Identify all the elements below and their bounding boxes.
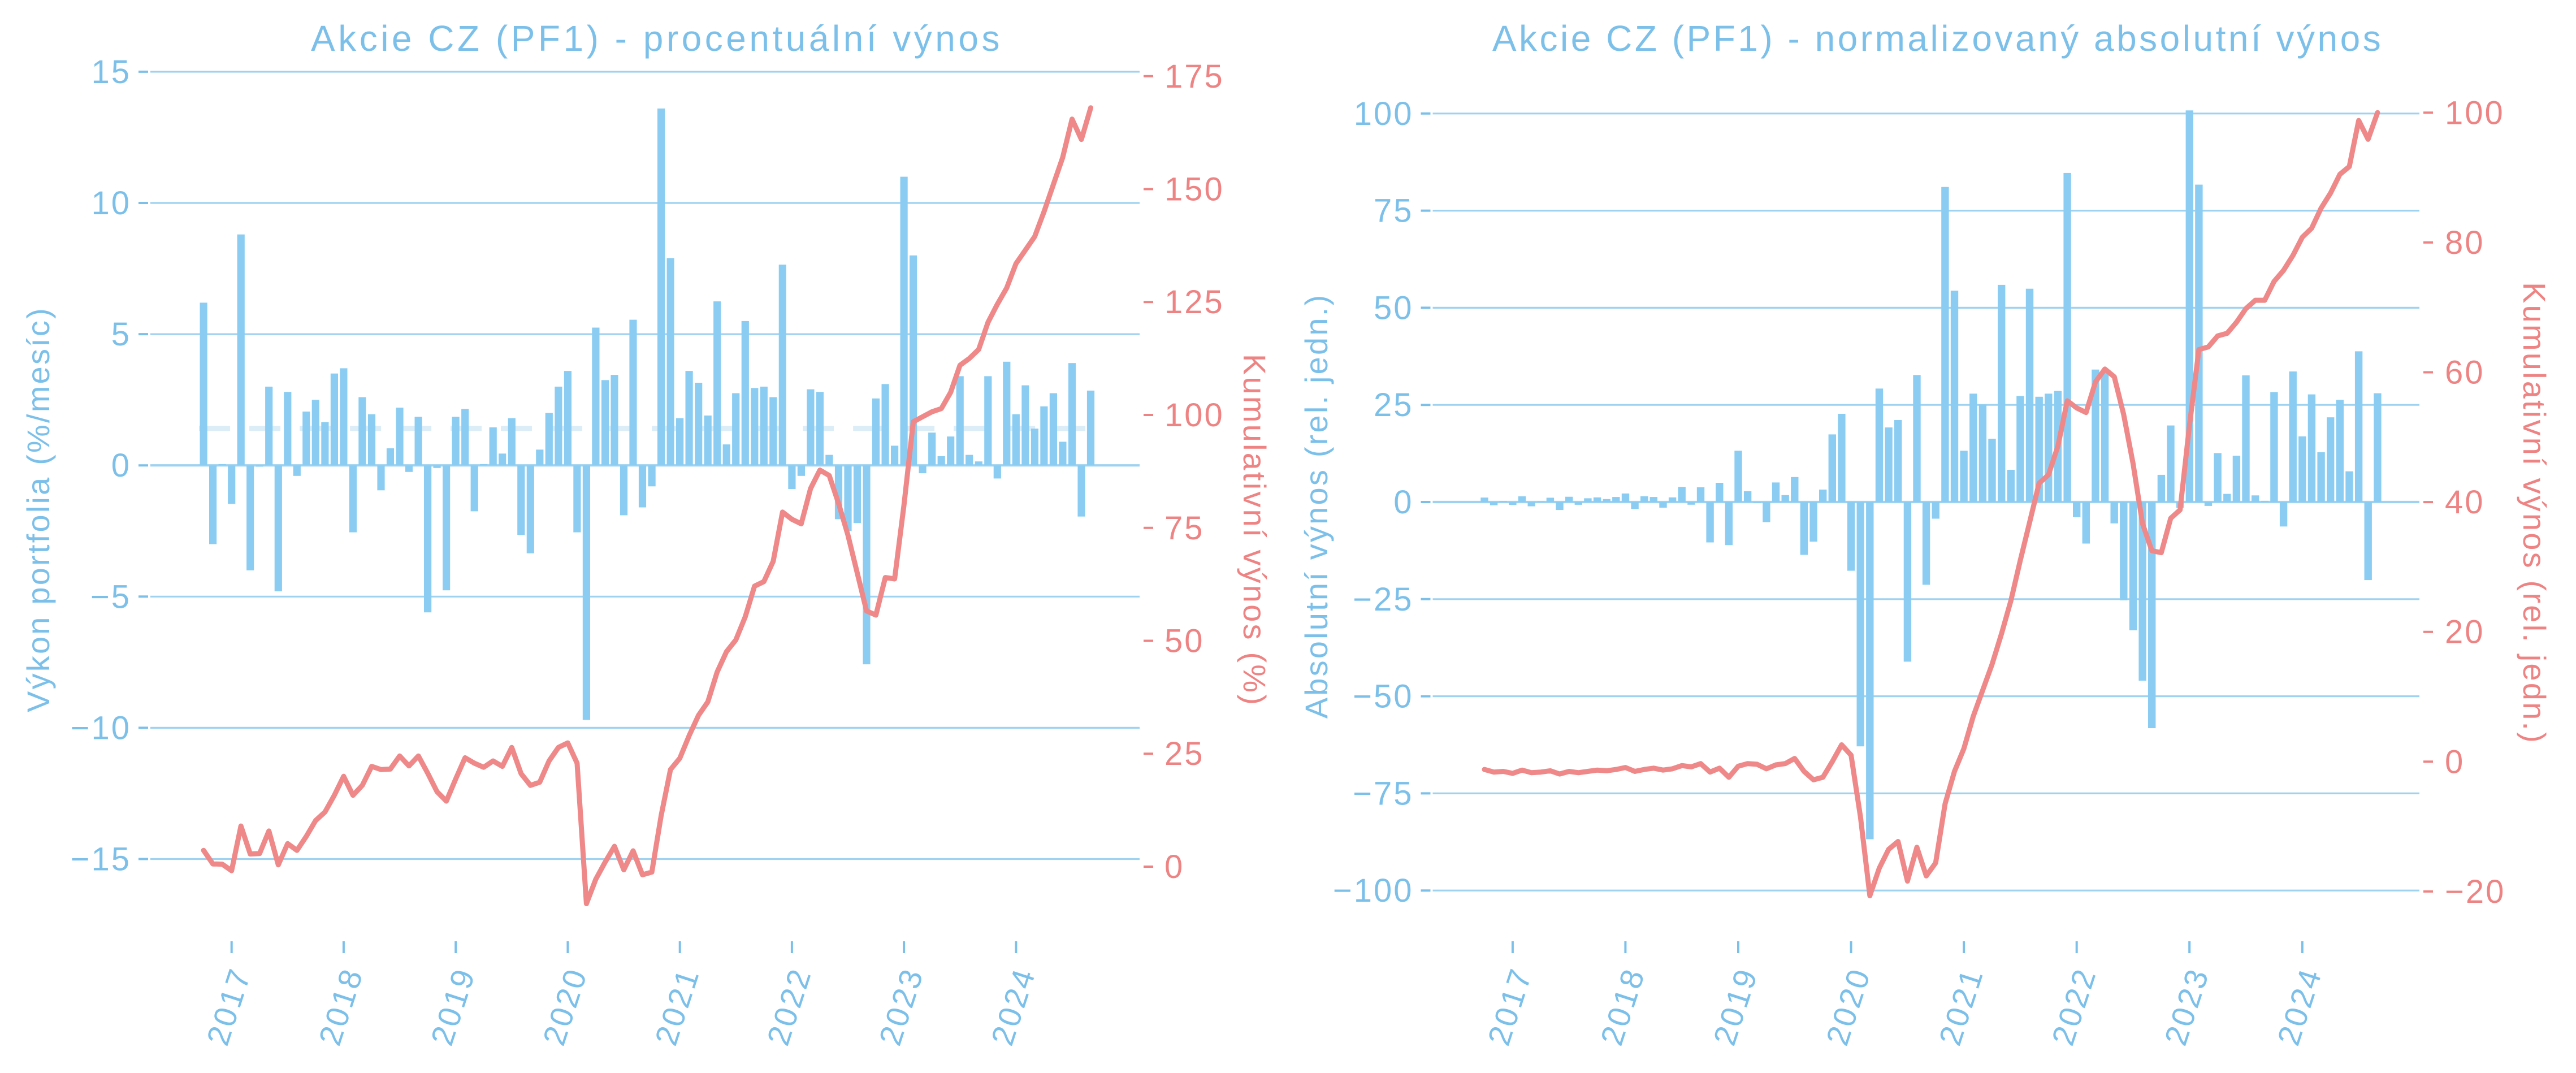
svg-text:−5: −5 [90, 578, 131, 615]
svg-text:25: 25 [1164, 735, 1205, 772]
svg-text:100: 100 [1354, 96, 1414, 132]
svg-text:5: 5 [111, 316, 131, 353]
svg-text:−75: −75 [1353, 775, 1413, 812]
svg-text:150: 150 [1164, 171, 1224, 208]
svg-text:100: 100 [1164, 397, 1224, 434]
svg-text:Kumulativní výnos (%): Kumulativní výnos (%) [1237, 354, 1272, 707]
svg-text:50: 50 [1374, 289, 1414, 326]
svg-text:−10: −10 [71, 709, 131, 746]
svg-text:80: 80 [2445, 224, 2485, 261]
svg-text:100: 100 [2445, 94, 2505, 131]
svg-text:25: 25 [1374, 387, 1414, 423]
svg-text:20: 20 [2445, 614, 2485, 651]
svg-text:60: 60 [2445, 354, 2485, 391]
svg-text:10: 10 [91, 185, 131, 222]
svg-text:−100: −100 [1333, 872, 1414, 909]
svg-text:Akcie CZ (PF1) - normalizovaný: Akcie CZ (PF1) - normalizovaný absolutní… [1492, 18, 2383, 59]
svg-text:15: 15 [91, 54, 131, 90]
svg-text:50: 50 [1164, 623, 1205, 660]
svg-text:0: 0 [1393, 484, 1413, 521]
svg-text:175: 175 [1164, 58, 1224, 95]
svg-text:Absolutní výnos (rel. jedn.): Absolutní výnos (rel. jedn.) [1298, 293, 1334, 719]
svg-text:Kumulativní výnos (rel. jedn.): Kumulativní výnos (rel. jedn.) [2517, 282, 2552, 745]
svg-text:−20: −20 [2445, 873, 2505, 910]
svg-text:40: 40 [2445, 484, 2485, 521]
svg-text:0: 0 [1164, 849, 1184, 885]
svg-text:125: 125 [1164, 284, 1224, 321]
svg-text:−25: −25 [1353, 581, 1413, 618]
svg-text:0: 0 [2445, 743, 2465, 780]
svg-text:−50: −50 [1353, 678, 1413, 715]
svg-text:−15: −15 [71, 841, 131, 878]
svg-text:75: 75 [1374, 193, 1414, 230]
svg-text:Akcie CZ (PF1) - procentuální: Akcie CZ (PF1) - procentuální výnos [311, 18, 1003, 59]
svg-text:75: 75 [1164, 510, 1205, 547]
svg-text:0: 0 [111, 447, 131, 484]
svg-text:Výkon portfolia (%/mesíc): Výkon portfolia (%/mesíc) [20, 306, 56, 712]
